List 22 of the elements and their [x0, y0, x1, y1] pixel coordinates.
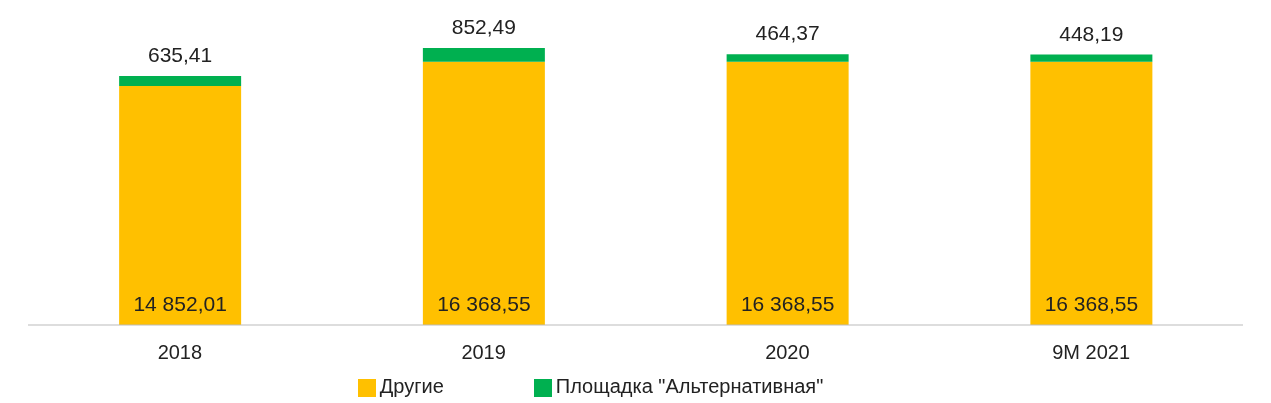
data-label: 16 368,55 [1044, 292, 1139, 315]
bar [119, 75, 242, 87]
bar [119, 86, 242, 325]
data-label: 464,37 [755, 21, 820, 45]
bar [422, 61, 545, 325]
x-tick-label: 2018 [157, 341, 203, 364]
data-label: 16 368,55 [740, 292, 835, 315]
bar [1030, 61, 1153, 325]
bar [422, 48, 545, 62]
x-tick-label: 2019 [461, 341, 506, 364]
data-label: 852,49 [451, 15, 516, 38]
data-label: 448,19 [1059, 21, 1124, 45]
bar [1030, 54, 1153, 62]
legend-label: Площадка "Альтернативная" [555, 375, 824, 397]
x-tick-label: 9M 2021 [1052, 341, 1131, 364]
bar [726, 61, 849, 325]
legend-label: Другие [379, 375, 444, 397]
bar [726, 54, 849, 62]
data-label: 14 852,01 [133, 292, 227, 315]
data-label: 16 368,55 [437, 292, 531, 315]
data-label: 635,41 [148, 42, 213, 66]
x-tick-label: 2020 [765, 341, 810, 364]
